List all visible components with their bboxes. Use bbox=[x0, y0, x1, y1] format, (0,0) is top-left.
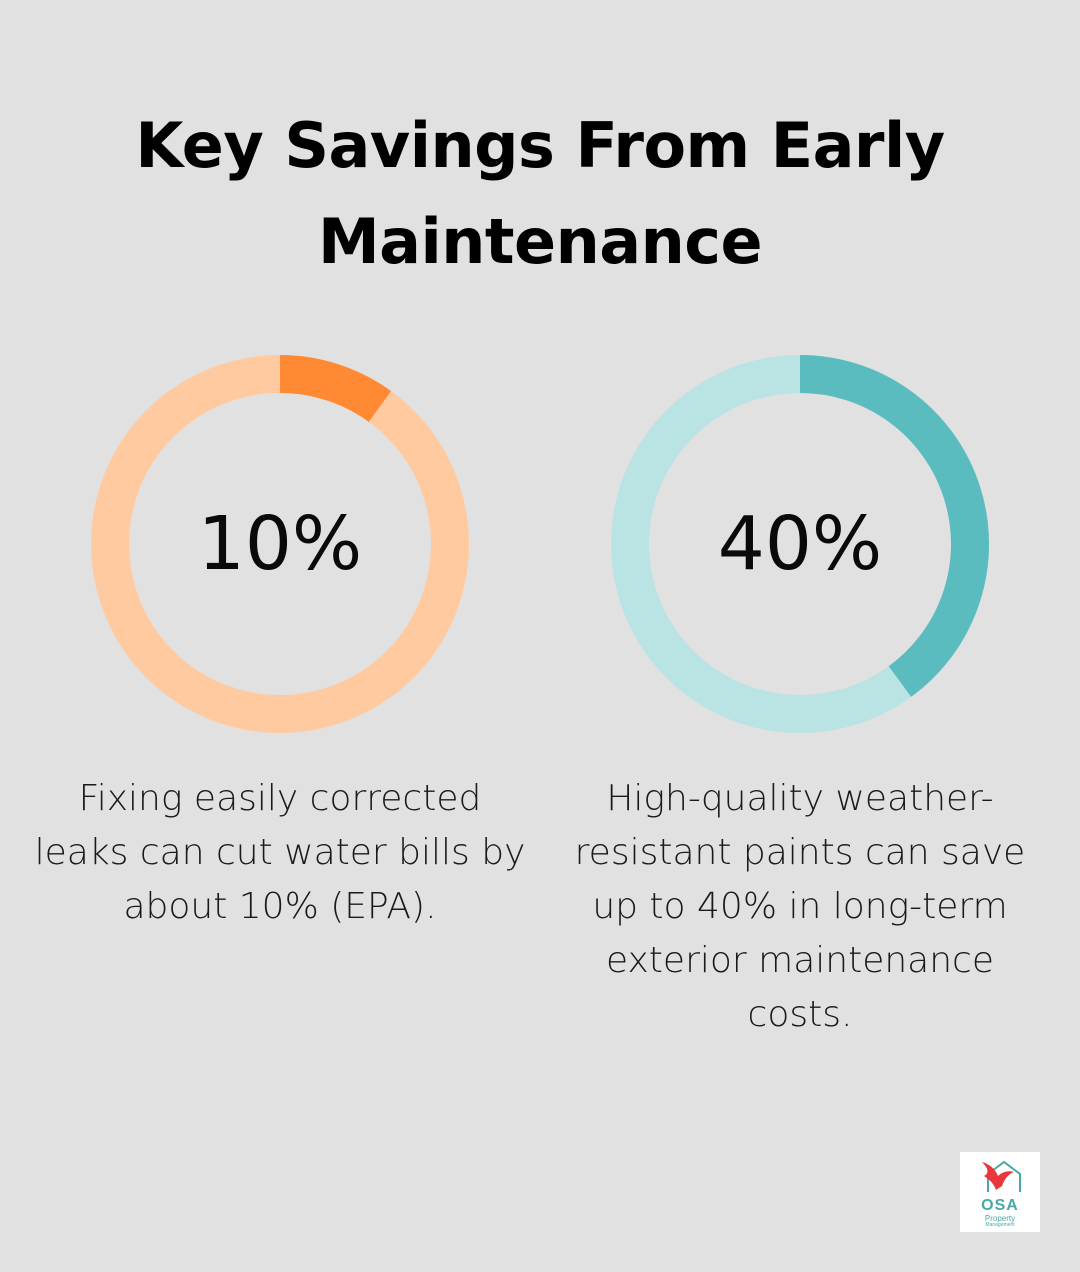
donut-arc bbox=[799, 355, 989, 697]
donut-svg bbox=[611, 355, 989, 733]
logo-tagline-1: Property bbox=[984, 1214, 1016, 1223]
company-logo: OSA Property Management bbox=[960, 1152, 1040, 1232]
bird-house-icon bbox=[982, 1160, 1021, 1192]
donut-value-label: 40% bbox=[717, 501, 883, 587]
logo-wordmark: OSA bbox=[981, 1197, 1019, 1214]
donut-svg bbox=[91, 355, 469, 733]
page-title: Key Savings From Early Maintenance bbox=[135, 109, 945, 278]
caption-paints: High-quality weather-resistant paints ca… bbox=[574, 778, 1026, 1035]
donut-value-label: 10% bbox=[197, 501, 363, 587]
donut-chart-leaks: 10% bbox=[90, 354, 470, 734]
caption-leaks: Fixing easily corrected leaks can cut wa… bbox=[34, 778, 526, 927]
donut-chart-paints: 40% bbox=[610, 354, 990, 734]
donut-arc bbox=[279, 355, 392, 423]
logo-tagline-2: Management bbox=[985, 1222, 1015, 1228]
